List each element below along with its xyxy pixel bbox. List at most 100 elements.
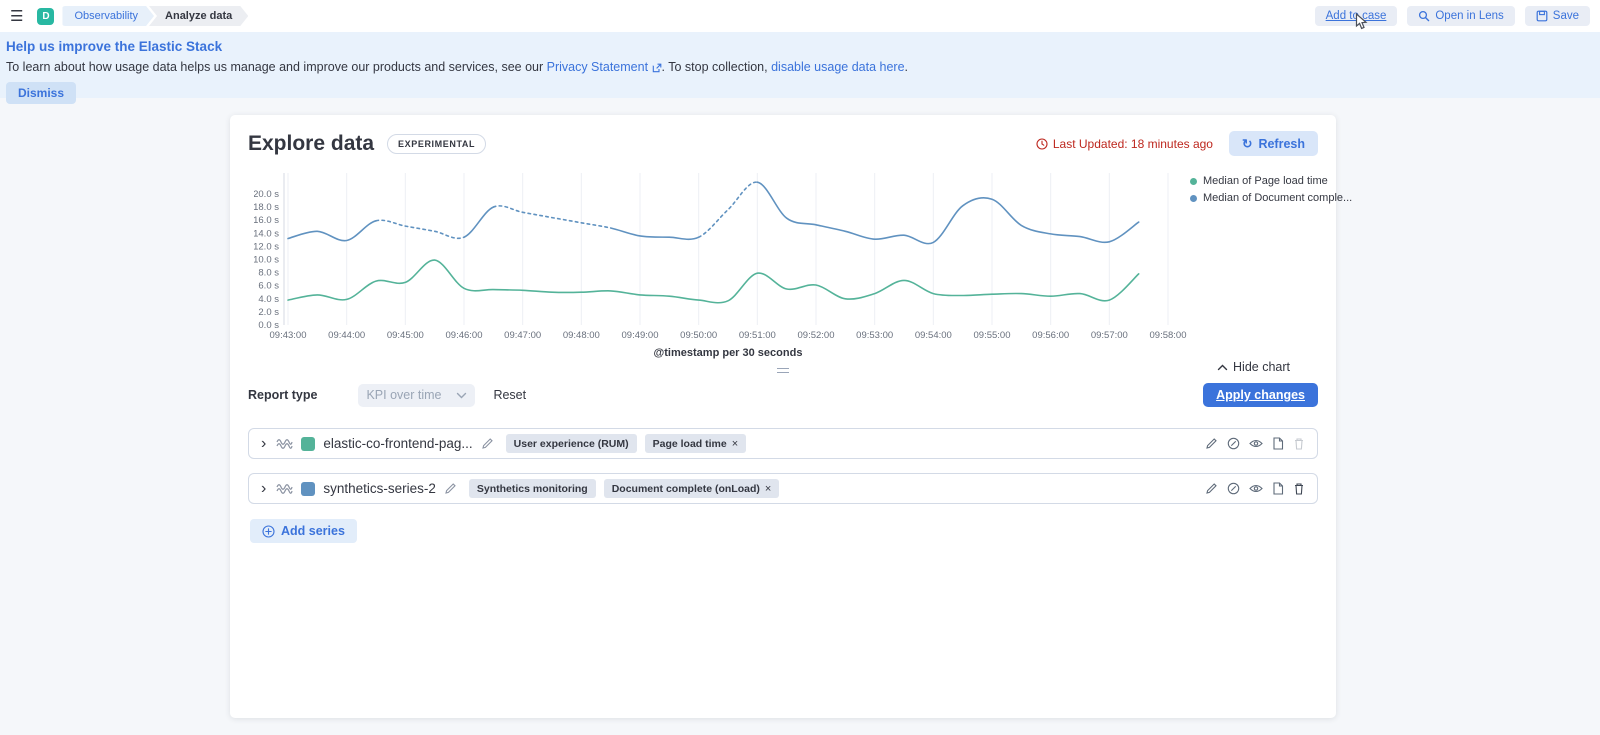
report-type-label: Report type (248, 388, 318, 402)
chevron-up-icon (1217, 364, 1228, 370)
line-series-type-icon (276, 484, 293, 494)
legend-label: Median of Page load time (1203, 175, 1328, 187)
banner-title: Help us improve the Elastic Stack (6, 39, 223, 54)
hide-chart-label: Hide chart (1233, 360, 1290, 374)
last-updated-label: Last Updated: 18 minutes ago (1052, 136, 1213, 151)
svg-text:09:48:00: 09:48:00 (563, 330, 600, 341)
delete-series-icon (1293, 437, 1305, 450)
legend-dot-green (1190, 177, 1197, 185)
report-controls: Report type KPI over time Reset Apply ch… (248, 383, 1318, 407)
svg-text:09:43:00: 09:43:00 (270, 330, 307, 341)
svg-text:8.0 s: 8.0 s (258, 268, 279, 279)
expand-chevron-icon[interactable]: › (261, 479, 267, 497)
last-updated-text: Last Updated: 18 minutes ago (1036, 137, 1213, 151)
open-in-lens-button[interactable]: Open in Lens (1407, 6, 1515, 26)
page-title: Explore data (248, 131, 375, 155)
top-navigation-bar: ☰ D Observability Analyze data Add to ca… (0, 0, 1600, 32)
series-row-1: › elastic-co-frontend-pag... User experi… (248, 428, 1318, 459)
badge-label: User experience (RUM) (513, 437, 629, 450)
banner-text-2: . To stop collection, (661, 60, 772, 74)
line-series-type-icon (276, 439, 293, 449)
refresh-label: Refresh (1258, 136, 1305, 151)
badge-label: Synthetics monitoring (476, 482, 588, 495)
series-row-2: › synthetics-series-2 Synthetics monitor… (248, 473, 1318, 504)
metric-badge: Page load time × (644, 434, 747, 453)
data-type-badge: User experience (RUM) (505, 434, 637, 453)
svg-text:09:58:00: 09:58:00 (1150, 330, 1187, 341)
svg-text:09:47:00: 09:47:00 (504, 330, 541, 341)
svg-text:09:46:00: 09:46:00 (446, 330, 483, 341)
privacy-statement-link[interactable]: Privacy Statement (546, 60, 649, 74)
telemetry-banner: Help us improve the Elastic Stack To lea… (0, 32, 1600, 104)
chart-resize-handle[interactable] (777, 368, 789, 373)
edit-name-icon[interactable] (481, 437, 494, 450)
svg-text:09:51:00: 09:51:00 (739, 330, 776, 341)
svg-text:09:55:00: 09:55:00 (974, 330, 1011, 341)
legend-item-document-complete[interactable]: Median of Document comple... (1190, 192, 1352, 204)
remove-badge-icon[interactable]: × (731, 437, 739, 450)
svg-text:09:52:00: 09:52:00 (798, 330, 835, 341)
banner-text: To learn about how usage data helps us m… (6, 60, 547, 74)
report-type-value: KPI over time (366, 388, 442, 402)
add-to-case-button[interactable]: Add to case (1314, 6, 1398, 26)
svg-text:14.0 s: 14.0 s (254, 228, 279, 239)
svg-text:09:53:00: 09:53:00 (856, 330, 893, 341)
svg-text:2.0 s: 2.0 s (258, 307, 279, 318)
svg-text:09:44:00: 09:44:00 (328, 330, 365, 341)
reset-button[interactable]: Reset (493, 388, 527, 402)
svg-text:10.0 s: 10.0 s (254, 254, 279, 265)
svg-text:6.0 s: 6.0 s (258, 281, 279, 292)
svg-text:09:54:00: 09:54:00 (915, 330, 952, 341)
svg-text:09:45:00: 09:45:00 (387, 330, 424, 341)
breadcrumb-analyze-data[interactable]: Analyze data (149, 6, 248, 26)
open-in-lens-label: Open in Lens (1435, 10, 1504, 22)
deployment-logo: D (37, 7, 55, 25)
explore-icon[interactable] (1227, 482, 1240, 495)
row-actions (1205, 482, 1305, 495)
banner-text-3: . (904, 60, 909, 74)
save-label: Save (1552, 10, 1579, 22)
kpi-chart[interactable]: 09:43:00 09:44:00 09:45:00 09:46:00 09:47:00… (253, 165, 1194, 365)
hide-series-eye-icon[interactable] (1249, 483, 1263, 494)
delete-series-icon[interactable] (1293, 482, 1305, 495)
add-series-label: Add series (281, 524, 345, 538)
chart-footer: Hide chart (230, 358, 1336, 380)
series-name: synthetics-series-2 (323, 481, 436, 496)
save-icon (1536, 10, 1548, 22)
lens-icon (1419, 10, 1430, 22)
svg-text:09:56:00: 09:56:00 (1032, 330, 1069, 341)
series-name: elastic-co-frontend-pag... (323, 436, 473, 451)
series-color-swatch[interactable] (301, 481, 316, 496)
dismiss-button[interactable]: Dismiss (6, 82, 76, 104)
series-color-swatch[interactable] (301, 436, 316, 451)
duplicate-series-icon[interactable] (1272, 437, 1284, 450)
external-link-icon (652, 63, 661, 72)
badge-label: Document complete (onLoad) (611, 482, 760, 495)
duplicate-series-icon[interactable] (1272, 482, 1284, 495)
plus-circle-icon (262, 524, 275, 538)
edit-series-icon[interactable] (1205, 437, 1218, 450)
apply-changes-button[interactable]: Apply changes (1203, 383, 1318, 407)
edit-name-icon[interactable] (444, 482, 457, 495)
legend-label: Median of Document comple... (1203, 192, 1353, 204)
explore-data-panel: Explore data EXPERIMENTAL Last Updated: … (230, 115, 1352, 718)
hide-series-eye-icon[interactable] (1249, 438, 1263, 449)
explore-icon[interactable] (1227, 437, 1240, 450)
svg-text:16.0 s: 16.0 s (254, 215, 279, 226)
save-button[interactable]: Save (1524, 6, 1590, 26)
report-type-select[interactable]: KPI over time (358, 383, 476, 407)
legend-item-page-load-time[interactable]: Median of Page load time (1190, 175, 1352, 187)
edit-series-icon[interactable] (1205, 482, 1218, 495)
disable-usage-data-link[interactable]: disable usage data here (771, 60, 905, 74)
remove-badge-icon[interactable]: × (764, 482, 772, 495)
add-series-button[interactable]: Add series (250, 519, 357, 543)
svg-text:09:50:00: 09:50:00 (680, 330, 717, 341)
svg-text:0.0 s: 0.0 s (258, 320, 279, 331)
refresh-button[interactable]: ↻ Refresh (1228, 131, 1318, 156)
breadcrumb-observability[interactable]: Observability (62, 6, 154, 26)
clock-icon (1036, 137, 1048, 150)
expand-chevron-icon[interactable]: › (261, 434, 267, 452)
menu-icon[interactable]: ☰ (10, 7, 24, 25)
hide-chart-link[interactable]: Hide chart (1217, 360, 1290, 374)
